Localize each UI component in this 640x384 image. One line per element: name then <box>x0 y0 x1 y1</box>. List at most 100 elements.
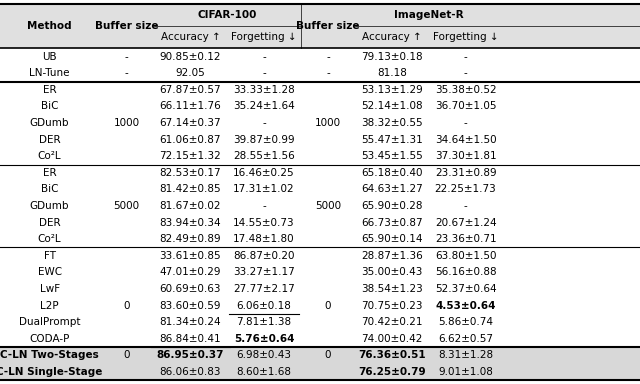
Text: DER: DER <box>39 135 60 145</box>
Text: 28.55±1.56: 28.55±1.56 <box>233 151 295 161</box>
Text: C-LN Two-Stages: C-LN Two-Stages <box>0 350 99 360</box>
Text: 92.05: 92.05 <box>175 68 205 78</box>
Text: 72.15±1.32: 72.15±1.32 <box>159 151 221 161</box>
Text: UB: UB <box>42 52 57 62</box>
Text: Forgetting ↓: Forgetting ↓ <box>231 32 297 42</box>
Text: 67.14±0.37: 67.14±0.37 <box>159 118 221 128</box>
Text: Accuracy ↑: Accuracy ↑ <box>161 32 220 42</box>
Text: 65.90±0.28: 65.90±0.28 <box>361 201 423 211</box>
Text: 81.18: 81.18 <box>377 68 407 78</box>
Text: 5.76±0.64: 5.76±0.64 <box>234 334 294 344</box>
Text: -: - <box>262 201 266 211</box>
Text: 56.16±0.88: 56.16±0.88 <box>435 267 497 277</box>
Text: GDumb: GDumb <box>30 201 69 211</box>
Text: 34.64±1.50: 34.64±1.50 <box>435 135 497 145</box>
Text: 4.53±0.64: 4.53±0.64 <box>435 301 496 311</box>
Text: 39.87±0.99: 39.87±0.99 <box>233 135 295 145</box>
Text: 6.06±0.18: 6.06±0.18 <box>237 301 291 311</box>
Text: 83.94±0.34: 83.94±0.34 <box>159 218 221 228</box>
Text: 65.18±0.40: 65.18±0.40 <box>361 168 423 178</box>
Text: 33.33±1.28: 33.33±1.28 <box>233 85 295 95</box>
Text: Buffer size: Buffer size <box>296 21 360 31</box>
Text: 5000: 5000 <box>113 201 140 211</box>
Text: ImageNet-R: ImageNet-R <box>394 10 463 20</box>
Text: LwF: LwF <box>40 284 60 294</box>
Text: 0: 0 <box>123 301 130 311</box>
Text: 74.00±0.42: 74.00±0.42 <box>362 334 422 344</box>
Text: 20.67±1.24: 20.67±1.24 <box>435 218 497 228</box>
Text: 76.25±0.79: 76.25±0.79 <box>358 367 426 377</box>
Text: 60.69±0.63: 60.69±0.63 <box>159 284 221 294</box>
Text: 0: 0 <box>123 350 130 360</box>
Text: 67.87±0.57: 67.87±0.57 <box>159 85 221 95</box>
Text: L2P: L2P <box>40 301 59 311</box>
Text: -: - <box>262 52 266 62</box>
Text: CIFAR-100: CIFAR-100 <box>198 10 257 20</box>
Text: Accuracy ↑: Accuracy ↑ <box>362 32 422 42</box>
Text: -: - <box>464 118 467 128</box>
Text: C-LN Single-Stage: C-LN Single-Stage <box>0 367 103 377</box>
Text: EWC: EWC <box>38 267 61 277</box>
Text: -: - <box>464 201 467 211</box>
Text: Forgetting ↓: Forgetting ↓ <box>433 32 499 42</box>
Text: 6.98±0.43: 6.98±0.43 <box>237 350 291 360</box>
Text: 22.25±1.73: 22.25±1.73 <box>435 184 497 194</box>
Text: 61.06±0.87: 61.06±0.87 <box>159 135 221 145</box>
Text: -: - <box>262 68 266 78</box>
Text: 86.87±0.20: 86.87±0.20 <box>233 251 295 261</box>
Text: 1000: 1000 <box>113 118 140 128</box>
Text: -: - <box>125 68 128 78</box>
Text: 82.53±0.17: 82.53±0.17 <box>159 168 221 178</box>
Text: FT: FT <box>44 251 56 261</box>
Text: 35.00±0.43: 35.00±0.43 <box>362 267 422 277</box>
Text: 82.49±0.89: 82.49±0.89 <box>159 234 221 244</box>
Text: BiC: BiC <box>41 101 58 111</box>
Text: -: - <box>262 118 266 128</box>
Text: 5.86±0.74: 5.86±0.74 <box>438 317 493 327</box>
Text: 55.47±1.31: 55.47±1.31 <box>361 135 423 145</box>
Text: 23.36±0.71: 23.36±0.71 <box>435 234 497 244</box>
Text: 16.46±0.25: 16.46±0.25 <box>233 168 295 178</box>
Text: 27.77±2.17: 27.77±2.17 <box>233 284 295 294</box>
Text: 38.54±1.23: 38.54±1.23 <box>361 284 423 294</box>
Text: 0: 0 <box>324 350 332 360</box>
Text: BiC: BiC <box>41 184 58 194</box>
Bar <box>0 364 640 380</box>
Text: 70.75±0.23: 70.75±0.23 <box>361 301 423 311</box>
Text: 90.85±0.12: 90.85±0.12 <box>159 52 221 62</box>
Text: 17.48±1.80: 17.48±1.80 <box>233 234 295 244</box>
Text: 23.31±0.89: 23.31±0.89 <box>435 168 497 178</box>
Text: 36.70±1.05: 36.70±1.05 <box>435 101 497 111</box>
Text: 86.95±0.37: 86.95±0.37 <box>157 350 224 360</box>
Text: Co²L: Co²L <box>38 151 61 161</box>
Bar <box>0 347 640 364</box>
Text: DER: DER <box>39 218 60 228</box>
Text: 53.13±1.29: 53.13±1.29 <box>361 85 423 95</box>
Text: 81.67±0.02: 81.67±0.02 <box>159 201 221 211</box>
Text: 86.06±0.83: 86.06±0.83 <box>159 367 221 377</box>
Text: 83.60±0.59: 83.60±0.59 <box>159 301 221 311</box>
Text: 6.62±0.57: 6.62±0.57 <box>438 334 493 344</box>
Text: DualPrompt: DualPrompt <box>19 317 81 327</box>
Text: -: - <box>464 68 467 78</box>
Text: 9.01±1.08: 9.01±1.08 <box>438 367 493 377</box>
Text: 47.01±0.29: 47.01±0.29 <box>159 267 221 277</box>
Text: 76.36±0.51: 76.36±0.51 <box>358 350 426 360</box>
Text: 33.27±1.17: 33.27±1.17 <box>233 267 295 277</box>
Text: 35.38±0.52: 35.38±0.52 <box>435 85 497 95</box>
Text: 0: 0 <box>324 301 332 311</box>
Text: -: - <box>464 52 467 62</box>
Text: 1000: 1000 <box>315 118 341 128</box>
Text: 8.60±1.68: 8.60±1.68 <box>237 367 291 377</box>
Text: 35.24±1.64: 35.24±1.64 <box>233 101 295 111</box>
Text: GDumb: GDumb <box>30 118 69 128</box>
Text: 86.84±0.41: 86.84±0.41 <box>159 334 221 344</box>
Text: 65.90±0.14: 65.90±0.14 <box>361 234 423 244</box>
Text: 79.13±0.18: 79.13±0.18 <box>361 52 423 62</box>
Text: Method: Method <box>28 21 72 31</box>
Text: 66.73±0.87: 66.73±0.87 <box>361 218 423 228</box>
Text: 37.30±1.81: 37.30±1.81 <box>435 151 497 161</box>
Text: 52.14±1.08: 52.14±1.08 <box>361 101 423 111</box>
Text: 38.32±0.55: 38.32±0.55 <box>361 118 423 128</box>
Text: 70.42±0.21: 70.42±0.21 <box>361 317 423 327</box>
